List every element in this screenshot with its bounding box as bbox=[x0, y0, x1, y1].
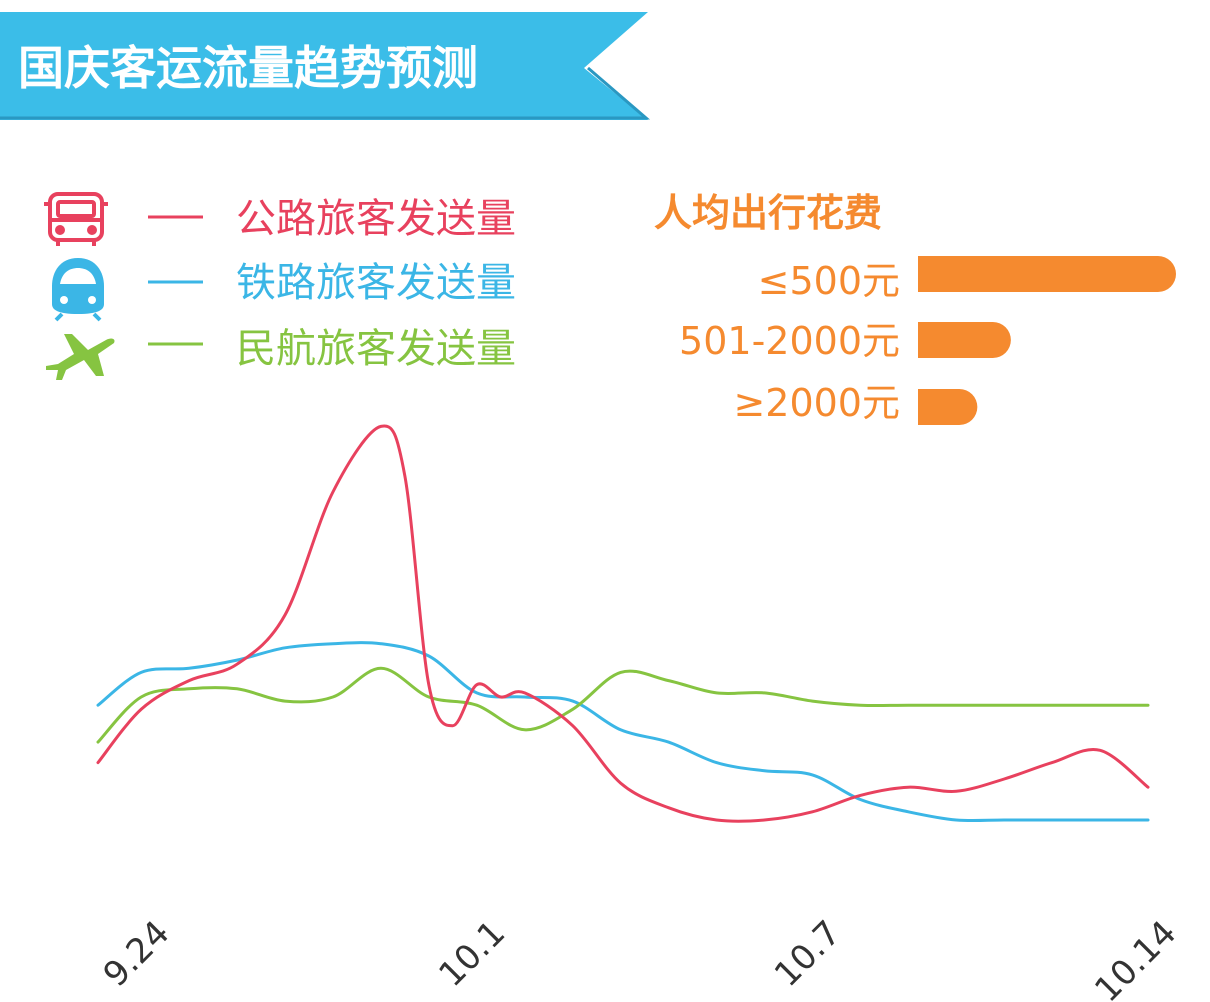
x-axis-ticks: 9.24 10.1 10.7 10.14 bbox=[96, 913, 1185, 1002]
train-icon bbox=[52, 258, 104, 322]
spending-label-low: ≤500元 bbox=[758, 259, 900, 303]
x-tick-label: 10.1 bbox=[431, 913, 513, 995]
spending-bar-0 bbox=[918, 256, 1176, 292]
legend-label-road: 公路旅客发送量 bbox=[236, 196, 516, 242]
header-ribbon bbox=[0, 12, 648, 120]
page-title: 国庆客运流量趋势预测 bbox=[18, 41, 478, 95]
spending-label-mid: 501-2000元 bbox=[679, 319, 900, 363]
series-line-road bbox=[96, 424, 1150, 823]
chart-series bbox=[96, 424, 1150, 823]
series-line-rail bbox=[96, 641, 1150, 823]
line-chart: 9.24 10.1 10.7 10.14 bbox=[96, 424, 1185, 1002]
airplane-icon bbox=[46, 334, 115, 380]
legend-label-air: 民航旅客发送量 bbox=[236, 326, 516, 372]
series-line-air bbox=[96, 666, 1150, 744]
spending-title: 人均出行花费 bbox=[654, 191, 882, 235]
spending-bars bbox=[918, 256, 1176, 425]
spending-label-high: ≥2000元 bbox=[733, 381, 900, 425]
x-tick-label: 10.7 bbox=[767, 913, 849, 995]
x-tick-label: 9.24 bbox=[96, 913, 178, 995]
x-tick-label: 10.14 bbox=[1087, 913, 1184, 1002]
spending-bar-1 bbox=[918, 322, 1011, 358]
legend: 公路旅客发送量 铁路旅客发送量 民航旅客发送量 bbox=[44, 192, 516, 380]
bus-icon bbox=[44, 192, 108, 246]
header-banner: 国庆客运流量趋势预测 bbox=[0, 12, 651, 120]
legend-label-rail: 铁路旅客发送量 bbox=[236, 260, 516, 306]
header-ribbon-edge bbox=[0, 66, 651, 120]
spending-panel: 人均出行花费 ≤500元 501-2000元 ≥2000元 bbox=[654, 191, 1176, 425]
spending-bar-2 bbox=[918, 389, 978, 425]
